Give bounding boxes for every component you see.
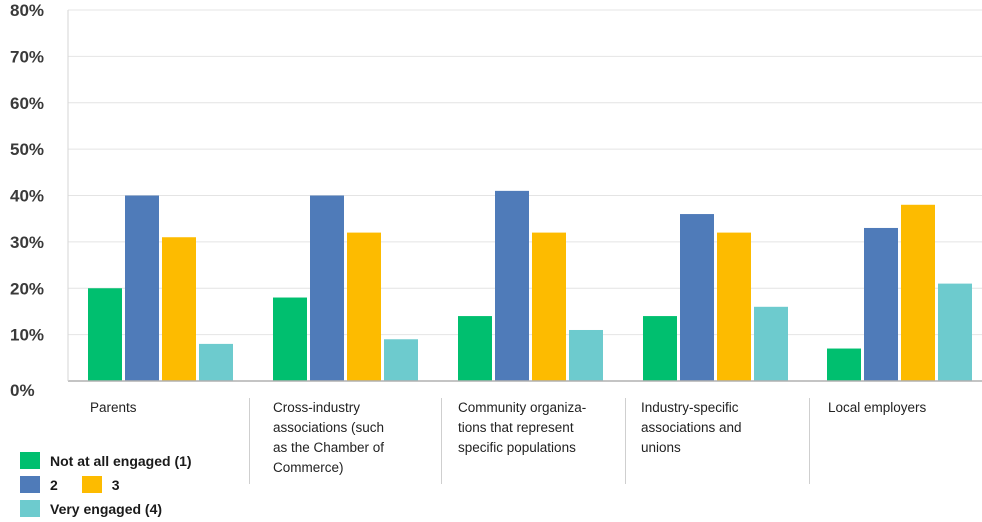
category-label: Community organiza-tions that represent s… [458,398,586,458]
bar [717,232,751,381]
bar [827,348,861,381]
category-label-line: specific populations [458,440,576,455]
bar [643,316,677,381]
y-tick-label: 10% [10,326,44,345]
category-separator [441,398,442,484]
legend-item-not-engaged: Not at all engaged (1) [20,452,192,469]
category-label: Local employers [828,398,926,418]
bar [938,283,972,381]
bar [384,339,418,381]
bar [199,343,233,381]
bar [458,316,492,381]
category-label-line: as the Chamber of [273,440,385,455]
bar [680,214,714,381]
bar [864,227,898,381]
legend-swatch [81,476,102,493]
legend-label: 3 [111,476,120,493]
category-label-line: associations and [641,420,742,435]
bar [754,306,788,381]
bar [310,195,344,381]
bar [532,232,566,381]
category-label-line: Cross-industry [273,400,361,415]
y-tick-label: 70% [10,47,44,66]
category-label: Cross-industry associations (such as the C… [273,398,384,478]
category-separator [809,398,810,484]
category-label-line: Local employers [828,400,927,415]
category-label-line: Commerce) [273,460,344,475]
legend-swatch [20,452,40,469]
legend-item-very-engaged: Very engaged (4) [20,500,162,517]
legend-swatch [20,500,40,517]
y-tick-label: 50% [10,140,44,159]
y-tick-label: 80% [10,1,44,20]
category-label-line: tions that represent [458,420,574,435]
y-tick-label: 30% [10,233,44,252]
bar [88,288,122,381]
category-label-line: unions [641,440,681,455]
y-tick-label: 60% [10,94,44,113]
category-separator [625,398,626,484]
y-tick-label: 0% [10,381,35,400]
bar [347,232,381,381]
bar [162,237,196,381]
category-label-line: associations (such [273,420,385,435]
legend-swatch [20,476,40,493]
legend-label: Very engaged (4) [50,500,163,517]
category-label-line: Industry-specific [641,400,739,415]
category-label-line: Parents [90,400,137,415]
y-tick-label: 20% [10,279,44,298]
bar [273,297,307,381]
bar [125,195,159,381]
legend-label: 2 [50,476,58,493]
bar [901,204,935,381]
category-separator [249,398,250,484]
category-label: Industry-specific associations and unions [641,398,742,458]
legend-row-2-3: 2 3 [20,476,120,493]
y-tick-label: 40% [10,187,44,206]
category-label: Parents [90,398,137,418]
bar-chart: 0% 10% 20% 30% 40% 50% 60% 70% 80% [10,1,982,400]
category-label-line: Community organiza- [458,400,587,415]
bar [569,329,603,381]
bar [495,190,529,381]
legend-label: Not at all engaged (1) [50,452,192,469]
